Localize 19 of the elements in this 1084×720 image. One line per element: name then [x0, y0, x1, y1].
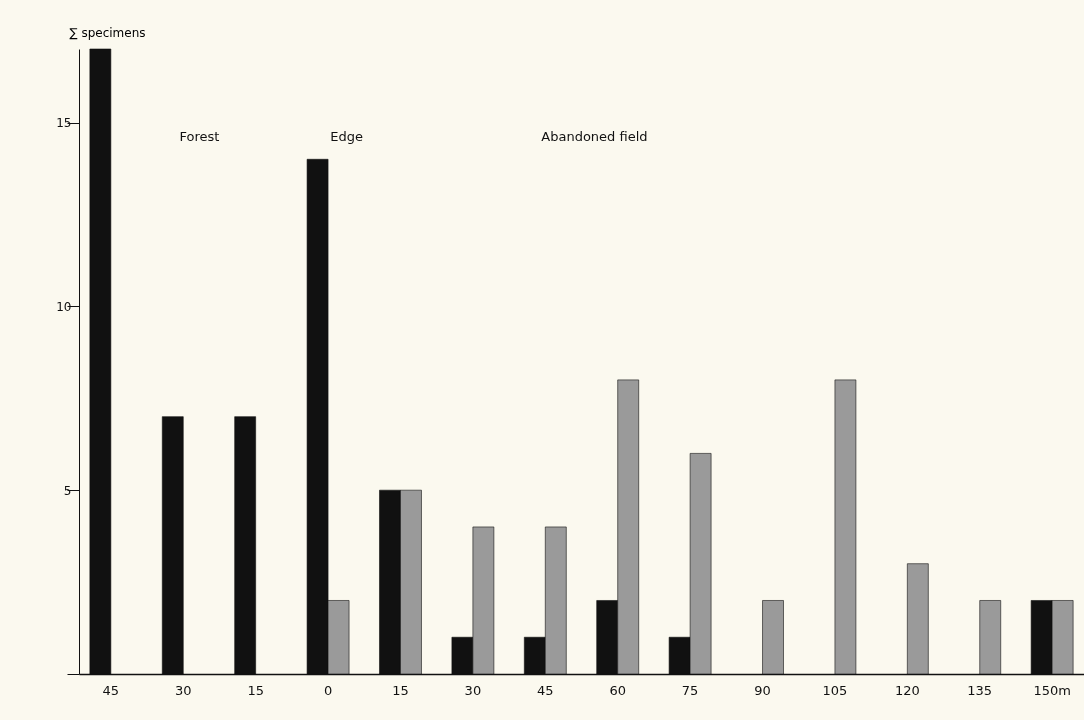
x-tick-label: 45	[102, 682, 120, 698]
x-tick-label: 120	[894, 682, 920, 698]
x-tick-label: 75	[681, 682, 699, 698]
x-tick-label: 30	[174, 682, 192, 698]
x-tick-label: 60	[609, 682, 626, 698]
y-axis-title: ∑ specimens	[69, 25, 146, 40]
x-tick-label: 15	[247, 682, 264, 698]
annotation: Abandoned field	[541, 128, 648, 144]
y-tick-label: 15	[56, 116, 72, 131]
x-tick-label: 150m	[1033, 682, 1071, 698]
x-tick-label: 30	[464, 682, 482, 698]
x-tick-label: 105	[822, 682, 848, 698]
x-tick-label: 45	[537, 682, 554, 698]
x-tick-label: 135	[967, 682, 993, 698]
x-tick-label: 15	[392, 682, 409, 698]
annotation: Edge	[330, 128, 363, 144]
x-tick-label: 90	[754, 682, 771, 698]
x-tick-label: 0	[323, 682, 333, 698]
annotation: Forest	[179, 128, 220, 144]
